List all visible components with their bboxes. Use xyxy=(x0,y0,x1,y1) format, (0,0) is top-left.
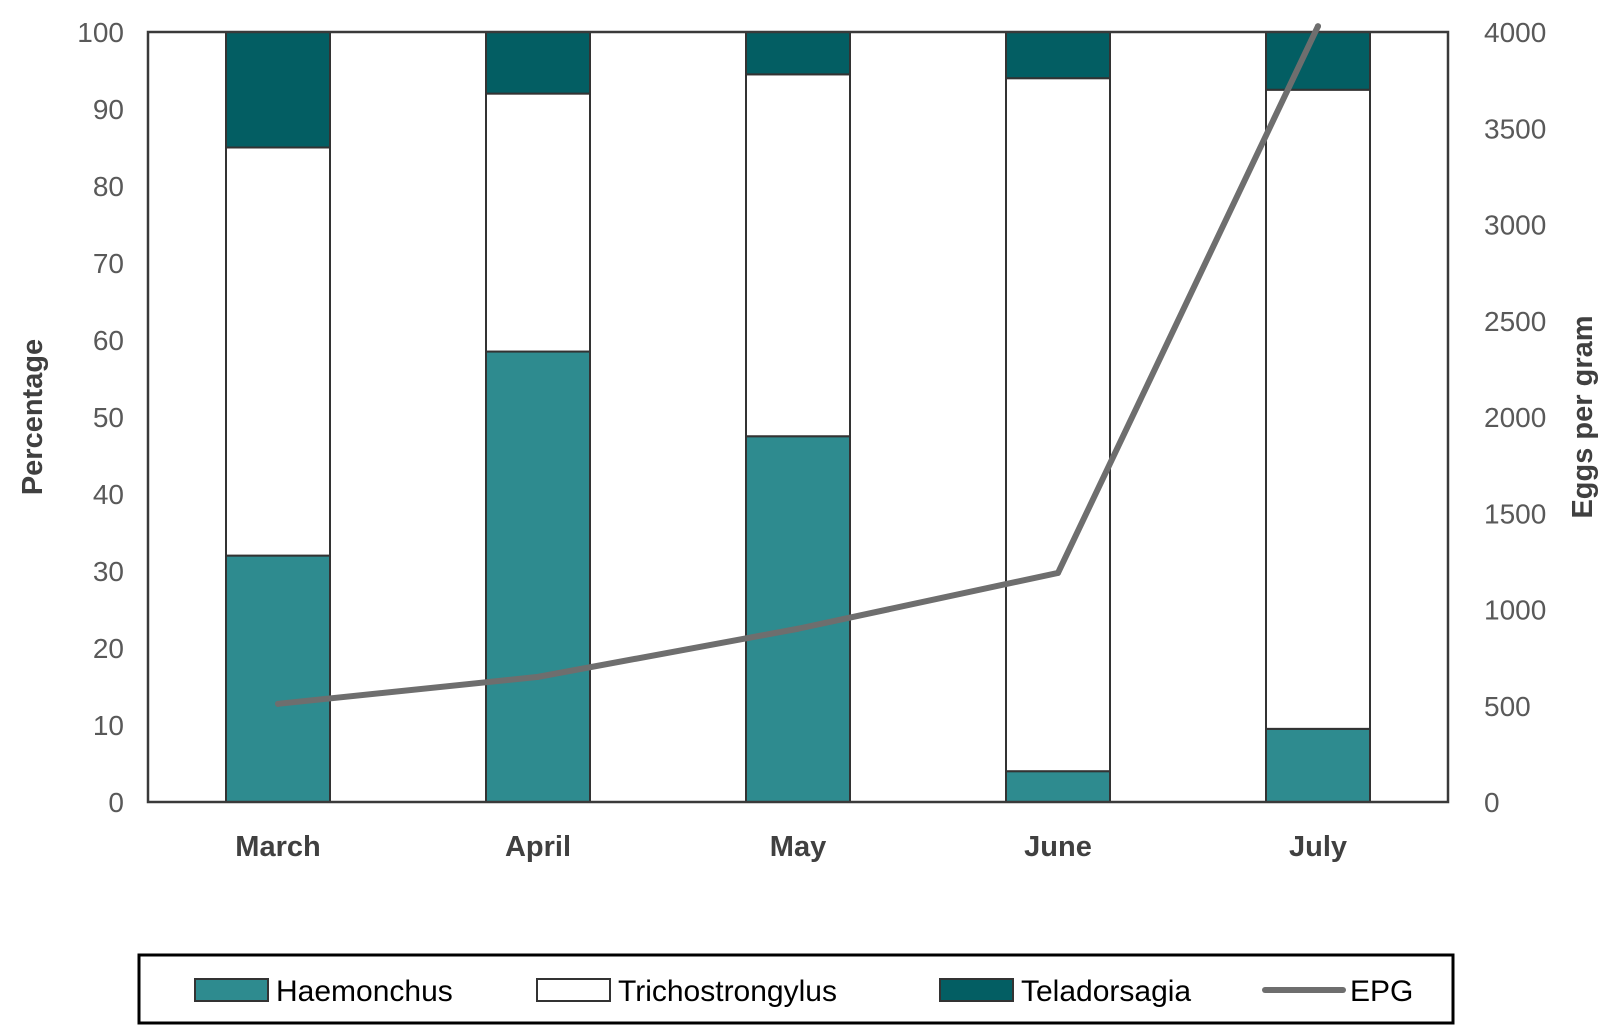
plot-frame xyxy=(146,30,1450,804)
y-tick-label: 20 xyxy=(93,633,124,664)
bar-trichostrongylus-june xyxy=(1005,77,1111,773)
y2-axis-title: Eggs per gram xyxy=(1567,315,1599,518)
point-epg-june xyxy=(1055,569,1061,576)
y-tick-label: 50 xyxy=(93,402,124,433)
bar-haemonchus-june xyxy=(1005,770,1111,804)
y2-tick-label: 1000 xyxy=(1484,595,1546,626)
bar-trichostrongylus-july xyxy=(1265,88,1371,730)
x-category-label: April xyxy=(505,831,571,863)
y-tick-label: 90 xyxy=(93,94,124,125)
bar-teladorsagia-may xyxy=(745,31,851,76)
x-category-label: May xyxy=(770,831,826,863)
bar-haemonchus-march xyxy=(225,554,331,803)
bar-trichostrongylus-march xyxy=(225,146,331,557)
legend-frame xyxy=(137,953,1455,1025)
y2-tick-label: 3500 xyxy=(1484,113,1546,144)
right-axis-ticks: 0 500 1000 1500 2000 2500 3000 3500 4000 xyxy=(1484,17,1546,818)
x-category-label: June xyxy=(1024,831,1092,863)
y2-tick-label: 2000 xyxy=(1484,402,1546,433)
y2-tick-label: 0 xyxy=(1484,787,1500,818)
bar-trichostrongylus-april xyxy=(485,92,591,353)
y-axis-title: Percentage xyxy=(17,339,49,495)
left-axis-ticks: 0 10 20 30 40 50 60 70 80 90 100 xyxy=(77,17,124,818)
y-tick-label: 0 xyxy=(108,787,124,818)
bars-layer xyxy=(225,31,1371,804)
legend: Haemonchus Trichostrongylus Teladorsagia EP… xyxy=(137,953,1455,1025)
legend-label-teladorsagia: Teladorsagia xyxy=(1021,975,1191,1008)
y-tick-label: 10 xyxy=(93,710,124,741)
y2-tick-label: 1500 xyxy=(1484,498,1546,529)
bar-haemonchus-july xyxy=(1265,727,1371,803)
y-tick-label: 70 xyxy=(93,248,124,279)
y-tick-label: 100 xyxy=(77,17,124,48)
legend-swatch-haemonchus xyxy=(194,978,269,1002)
legend-swatch-trichostrongylus xyxy=(536,978,611,1002)
bar-teladorsagia-july xyxy=(1265,31,1371,91)
point-epg-april xyxy=(535,673,541,680)
point-epg-march xyxy=(275,700,281,707)
legend-label-haemonchus: Haemonchus xyxy=(276,975,453,1008)
legend-swatch-teladorsagia xyxy=(939,978,1014,1002)
y-tick-label: 30 xyxy=(93,556,124,587)
bar-teladorsagia-april xyxy=(485,31,591,95)
legend-label-epg: EPG xyxy=(1350,975,1413,1008)
bar-teladorsagia-june xyxy=(1005,31,1111,80)
x-category-label: March xyxy=(235,831,320,863)
category-labels: March April May June July xyxy=(235,831,1347,863)
bar-haemonchus-april xyxy=(485,350,591,803)
line-layer xyxy=(275,23,1321,707)
bar-teladorsagia-march xyxy=(225,31,331,149)
y-tick-label: 80 xyxy=(93,171,124,202)
x-category-label: July xyxy=(1289,831,1347,863)
bar-trichostrongylus-may xyxy=(745,73,851,438)
y-tick-label: 40 xyxy=(93,479,124,510)
point-epg-may xyxy=(795,625,801,632)
legend-label-trichostrongylus: Trichostrongylus xyxy=(618,975,837,1008)
y-tick-label: 60 xyxy=(93,325,124,356)
y2-tick-label: 500 xyxy=(1484,691,1531,722)
y2-tick-label: 3000 xyxy=(1484,210,1546,241)
point-epg-july xyxy=(1315,23,1321,30)
y2-tick-label: 2500 xyxy=(1484,306,1546,337)
y2-tick-label: 4000 xyxy=(1484,17,1546,48)
